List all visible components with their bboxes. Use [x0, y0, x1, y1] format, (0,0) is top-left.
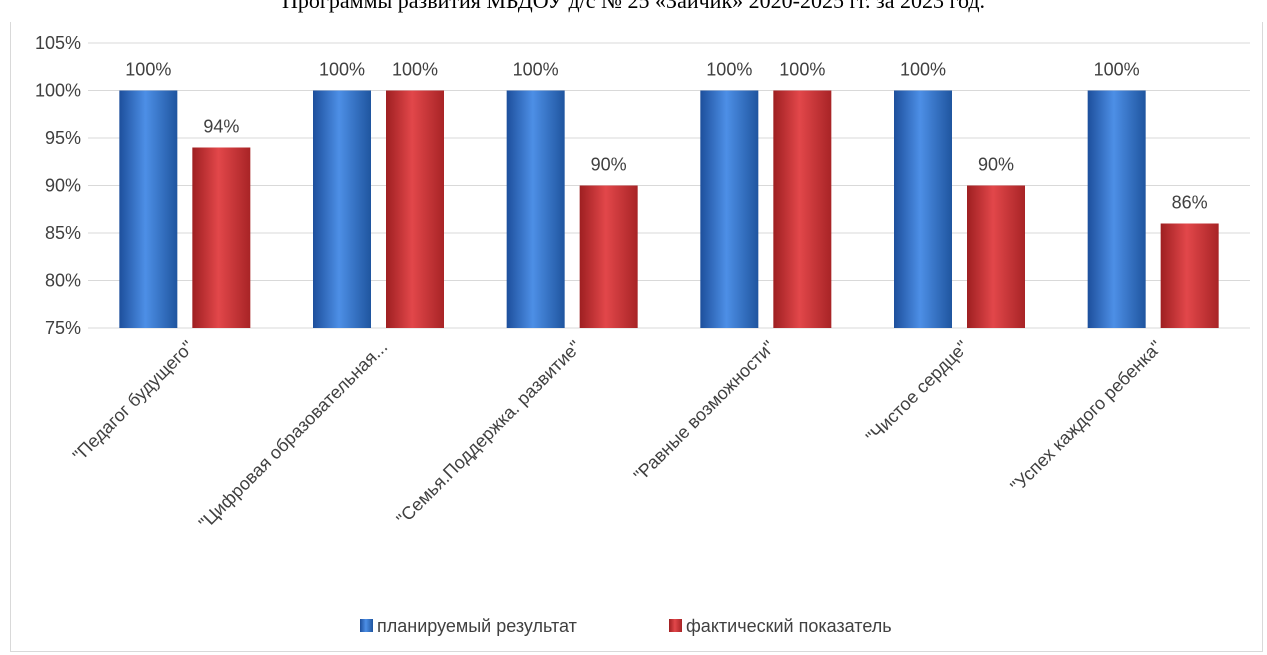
data-label: 100% [125, 60, 171, 80]
data-label: 100% [392, 60, 438, 80]
data-label: 100% [706, 60, 752, 80]
data-label: 100% [900, 60, 946, 80]
bar-planned [894, 90, 952, 328]
legend-swatch [360, 619, 373, 632]
data-label: 94% [203, 117, 239, 137]
bar-actual [967, 185, 1025, 328]
bar-planned [313, 90, 371, 328]
y-tick-label: 80% [45, 271, 81, 291]
bar-actual [579, 185, 638, 328]
data-labels: 100% 94% 100% 100% 100% 90% 100% 100% 100% 90% 100… [125, 60, 1207, 213]
bar-planned [1087, 90, 1146, 328]
chart-title: Программы развития МБДОУ д/с № 25 «Зайчи… [281, 0, 986, 13]
bar-planned [506, 90, 565, 328]
bar-planned [119, 90, 178, 328]
y-tick-label: 85% [45, 223, 81, 243]
chart-frame [10, 22, 1263, 652]
bar-actual [1160, 223, 1219, 328]
data-label: 90% [978, 155, 1014, 175]
data-label: 90% [591, 155, 627, 175]
y-tick-label: 100% [35, 81, 81, 101]
y-axis: 75% 80% 85% 90% 95% 100% 105% [35, 33, 81, 338]
bar-actual [773, 90, 832, 328]
data-label: 100% [513, 60, 559, 80]
bar-actual [192, 147, 251, 328]
y-tick-label: 90% [45, 176, 81, 196]
legend-label: планируемый результат [377, 616, 577, 636]
legend-swatch [669, 619, 682, 632]
bar-actual [386, 90, 444, 328]
bar-planned [700, 90, 759, 328]
data-label: 100% [1094, 60, 1140, 80]
bars [119, 90, 1219, 328]
y-tick-label: 95% [45, 128, 81, 148]
data-label: 86% [1172, 193, 1208, 213]
legend-label: фактический показатель [686, 616, 892, 636]
legend: планируемый результат фактический показат… [360, 616, 892, 636]
y-tick-label: 75% [45, 318, 81, 338]
data-label: 100% [779, 60, 825, 80]
data-label: 100% [319, 60, 365, 80]
y-tick-label: 105% [35, 33, 81, 53]
gridlines [88, 42, 1250, 329]
